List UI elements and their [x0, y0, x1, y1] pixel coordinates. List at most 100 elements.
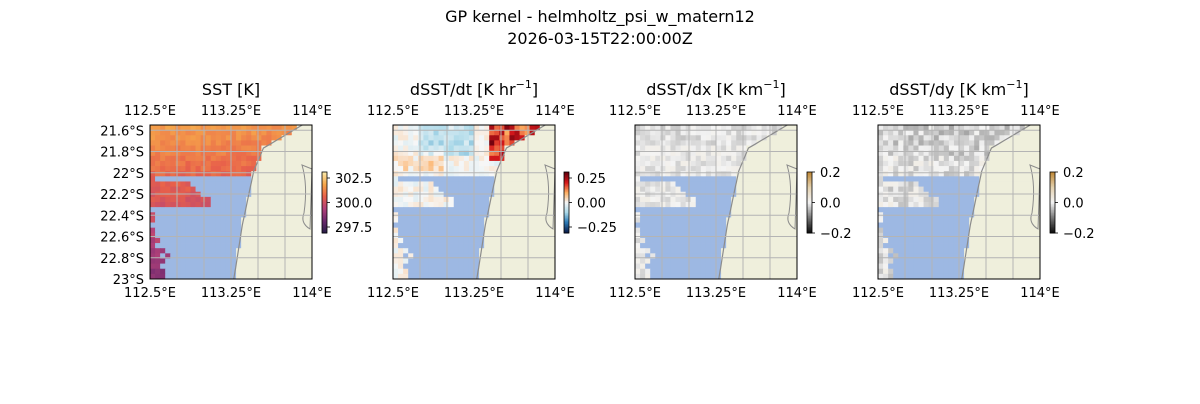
heatmap-cell: [190, 140, 196, 146]
heatmap-cell: [509, 263, 515, 270]
heatmap-cell: [791, 227, 798, 234]
heatmap-cell: [1029, 258, 1036, 264]
heatmap-cell: [266, 155, 272, 162]
heatmap-cell: [690, 273, 697, 280]
heatmap-cell: [170, 217, 176, 223]
heatmap-cell: [170, 140, 176, 146]
heatmap-cell: [155, 273, 161, 280]
heatmap-cell: [170, 232, 176, 239]
heatmap-cell: [923, 273, 930, 280]
heatmap-cell: [741, 130, 747, 136]
heatmap-cell: [205, 258, 212, 264]
heatmap-cell: [428, 150, 434, 157]
colorbar-swatch: [564, 190, 569, 193]
heatmap-cell: [1034, 227, 1041, 234]
heatmap-cell: [291, 181, 298, 187]
heatmap-cell: [766, 135, 773, 141]
heatmap-cell: [1014, 258, 1021, 264]
heatmap-cell: [989, 237, 995, 244]
heatmap-cell: [741, 222, 747, 229]
colorbar-swatch: [807, 190, 812, 193]
heatmap-cell: [489, 125, 495, 131]
heatmap-cell: [756, 135, 762, 141]
heatmap-cell: [408, 253, 414, 259]
heatmap-cell: [499, 217, 505, 223]
heatmap-cell: [160, 237, 166, 244]
heatmap-cell: [519, 258, 526, 264]
heatmap-cell: [761, 181, 768, 187]
heatmap-cell: [200, 150, 207, 157]
heatmap-cell: [928, 155, 935, 162]
heatmap-cell: [468, 268, 475, 275]
heatmap-cell: [489, 253, 495, 259]
heatmap-cell: [225, 176, 232, 182]
heatmap-cell: [261, 166, 267, 172]
heatmap-cell: [220, 171, 227, 177]
colorbar-swatch: [322, 185, 327, 188]
heatmap-cell: [231, 253, 237, 259]
heatmap-cell: [291, 253, 298, 259]
heatmap-cell: [650, 186, 656, 193]
heatmap-cell: [923, 166, 930, 172]
heatmap-cell: [296, 258, 303, 264]
heatmap-cell: [913, 166, 919, 172]
heatmap-cell: [251, 160, 257, 167]
heatmap-cell: [296, 135, 303, 141]
heatmap-cell: [291, 196, 298, 203]
heatmap-cell: [660, 258, 666, 264]
heatmap-cell: [499, 125, 505, 131]
heatmap-cell: [489, 171, 495, 177]
heatmap-cell: [716, 140, 722, 146]
heatmap-cell: [710, 253, 717, 259]
heatmap-cell: [241, 166, 247, 172]
heatmap-cell: [286, 140, 293, 146]
heatmap-cell: [225, 207, 232, 213]
heatmap-cell: [246, 135, 252, 141]
heatmap-cell: [453, 222, 460, 229]
heatmap-cell: [428, 202, 434, 208]
heatmap-cell: [665, 160, 671, 167]
heatmap-cell: [155, 253, 161, 259]
heatmap-cell: [519, 237, 526, 244]
heatmap-cell: [468, 135, 475, 141]
heatmap-cell: [534, 145, 541, 152]
heatmap-cell: [948, 258, 955, 264]
heatmap-cell: [640, 258, 646, 264]
heatmap-cell: [685, 217, 692, 223]
heatmap-cell: [393, 207, 399, 213]
heatmap-cell: [903, 243, 909, 249]
heatmap-cell: [893, 130, 899, 136]
heatmap-cell: [695, 253, 702, 259]
heatmap-cell: [534, 160, 541, 167]
heatmap-cell: [150, 253, 156, 259]
colorbar-swatch: [1050, 179, 1055, 182]
heatmap-cell: [175, 171, 181, 177]
heatmap-cell: [479, 217, 485, 223]
x-tick-label-bottom: 114°E: [535, 286, 575, 301]
heatmap-cell: [281, 253, 288, 259]
heatmap-cell: [494, 237, 500, 244]
heatmap-cell: [685, 176, 692, 182]
heatmap-cell: [170, 186, 176, 193]
heatmap-cell: [705, 237, 712, 244]
colorbar-swatch: [564, 226, 569, 229]
heatmap-cell: [246, 273, 252, 280]
heatmap-cell: [215, 237, 222, 244]
heatmap-cell: [650, 140, 656, 146]
heatmap-cell: [969, 160, 975, 167]
heatmap-cell: [231, 207, 237, 213]
heatmap-cell: [276, 227, 283, 234]
heatmap-cell: [1029, 248, 1036, 254]
heatmap-cell: [640, 268, 646, 275]
panel-title-exponent: −1: [1006, 78, 1022, 91]
heatmap-cell: [448, 248, 455, 254]
heatmap-cell: [756, 237, 762, 244]
heatmap-cell: [256, 258, 262, 264]
heatmap-cell: [433, 232, 439, 239]
heatmap-cell: [928, 140, 935, 146]
heatmap-cell: [499, 135, 505, 141]
heatmap-cell: [670, 150, 676, 157]
heatmap-cell: [418, 150, 424, 157]
panel-3: dSST/dx [K km−1]112.5°E112.5°E113.25°E11…: [609, 78, 852, 301]
colorbar-swatch: [322, 204, 327, 207]
